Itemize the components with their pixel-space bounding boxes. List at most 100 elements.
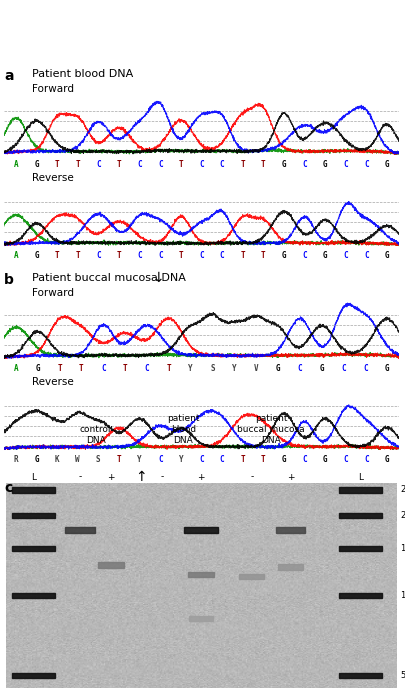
Text: A: A <box>13 364 18 373</box>
Bar <box>184 527 218 533</box>
Text: V: V <box>254 364 258 373</box>
Text: G: G <box>282 251 286 260</box>
Text: G: G <box>319 364 324 373</box>
Text: G: G <box>385 364 390 373</box>
Text: Y: Y <box>179 455 183 464</box>
Text: 50: 50 <box>400 671 405 680</box>
Text: T: T <box>179 160 183 169</box>
Text: G: G <box>385 160 390 169</box>
Text: ↓: ↓ <box>152 271 164 285</box>
Bar <box>339 593 382 599</box>
Text: T: T <box>79 364 84 373</box>
Text: C: C <box>158 455 162 464</box>
Text: C: C <box>364 251 369 260</box>
Text: C: C <box>145 364 149 373</box>
Bar <box>188 572 214 577</box>
Text: +: + <box>108 473 115 482</box>
Text: -: - <box>250 473 253 482</box>
Text: Y: Y <box>137 455 142 464</box>
Text: S: S <box>96 455 101 464</box>
Text: C: C <box>199 455 204 464</box>
Text: C: C <box>364 455 369 464</box>
Text: G: G <box>323 251 328 260</box>
Text: Y: Y <box>232 364 237 373</box>
Text: T: T <box>57 364 62 373</box>
Text: ↑: ↑ <box>136 470 147 484</box>
Text: -: - <box>79 473 82 482</box>
Text: T: T <box>117 455 121 464</box>
Text: G: G <box>35 364 40 373</box>
Bar <box>189 616 213 621</box>
Bar <box>339 673 382 678</box>
Text: T: T <box>55 251 60 260</box>
Text: C: C <box>199 160 204 169</box>
Bar <box>12 673 55 678</box>
Text: C: C <box>364 160 369 169</box>
Text: C: C <box>302 160 307 169</box>
Bar <box>12 546 55 552</box>
Bar <box>339 486 382 493</box>
Text: C: C <box>343 160 348 169</box>
Bar <box>239 574 264 579</box>
Text: C: C <box>96 160 101 169</box>
Text: L: L <box>31 473 36 482</box>
Text: C: C <box>341 364 346 373</box>
Text: R: R <box>13 455 18 464</box>
Text: C: C <box>220 251 224 260</box>
Bar <box>278 564 303 570</box>
Bar <box>276 527 305 533</box>
Text: T: T <box>75 251 80 260</box>
Text: L: L <box>358 473 363 482</box>
Text: Patient buccal mucosa DNA: Patient buccal mucosa DNA <box>32 273 186 283</box>
Bar <box>66 527 95 533</box>
Text: K: K <box>55 455 60 464</box>
Text: 150: 150 <box>400 545 405 554</box>
Text: T: T <box>55 160 60 169</box>
Text: G: G <box>34 455 39 464</box>
Text: patient
buccal mucosa
DNA: patient buccal mucosa DNA <box>237 414 305 445</box>
Text: Patient blood DNA: Patient blood DNA <box>32 69 134 79</box>
Text: G: G <box>34 251 39 260</box>
Text: T: T <box>261 455 266 464</box>
Text: 250: 250 <box>400 485 405 494</box>
Bar <box>12 513 55 518</box>
Text: C: C <box>302 251 307 260</box>
Text: G: G <box>282 160 286 169</box>
Text: T: T <box>241 455 245 464</box>
Text: Reverse: Reverse <box>32 173 74 183</box>
Text: C: C <box>298 364 302 373</box>
Bar <box>339 546 382 552</box>
Text: Y: Y <box>188 364 193 373</box>
Text: G: G <box>385 455 390 464</box>
Text: 100: 100 <box>400 591 405 600</box>
Bar <box>339 513 382 518</box>
Bar <box>12 486 55 493</box>
Text: T: T <box>241 160 245 169</box>
Bar <box>12 593 55 599</box>
Text: C: C <box>302 455 307 464</box>
Text: G: G <box>276 364 280 373</box>
Text: C: C <box>343 251 348 260</box>
Text: C: C <box>363 364 368 373</box>
Text: G: G <box>34 160 39 169</box>
Text: A: A <box>13 160 18 169</box>
Text: G: G <box>323 160 328 169</box>
Text: Forward: Forward <box>32 289 75 298</box>
Text: T: T <box>166 364 171 373</box>
Text: T: T <box>241 251 245 260</box>
Text: C: C <box>96 251 101 260</box>
Text: Forward: Forward <box>32 84 75 94</box>
Text: G: G <box>385 251 390 260</box>
Text: T: T <box>123 364 127 373</box>
Text: T: T <box>117 160 121 169</box>
Text: C: C <box>220 455 224 464</box>
Text: W: W <box>75 455 80 464</box>
Text: b: b <box>4 273 14 287</box>
Text: C: C <box>199 251 204 260</box>
Text: C: C <box>158 160 162 169</box>
Text: T: T <box>75 160 80 169</box>
Text: T: T <box>261 251 266 260</box>
Text: Reverse: Reverse <box>32 377 74 387</box>
Text: control
DNA: control DNA <box>80 425 111 445</box>
Text: T: T <box>179 251 183 260</box>
